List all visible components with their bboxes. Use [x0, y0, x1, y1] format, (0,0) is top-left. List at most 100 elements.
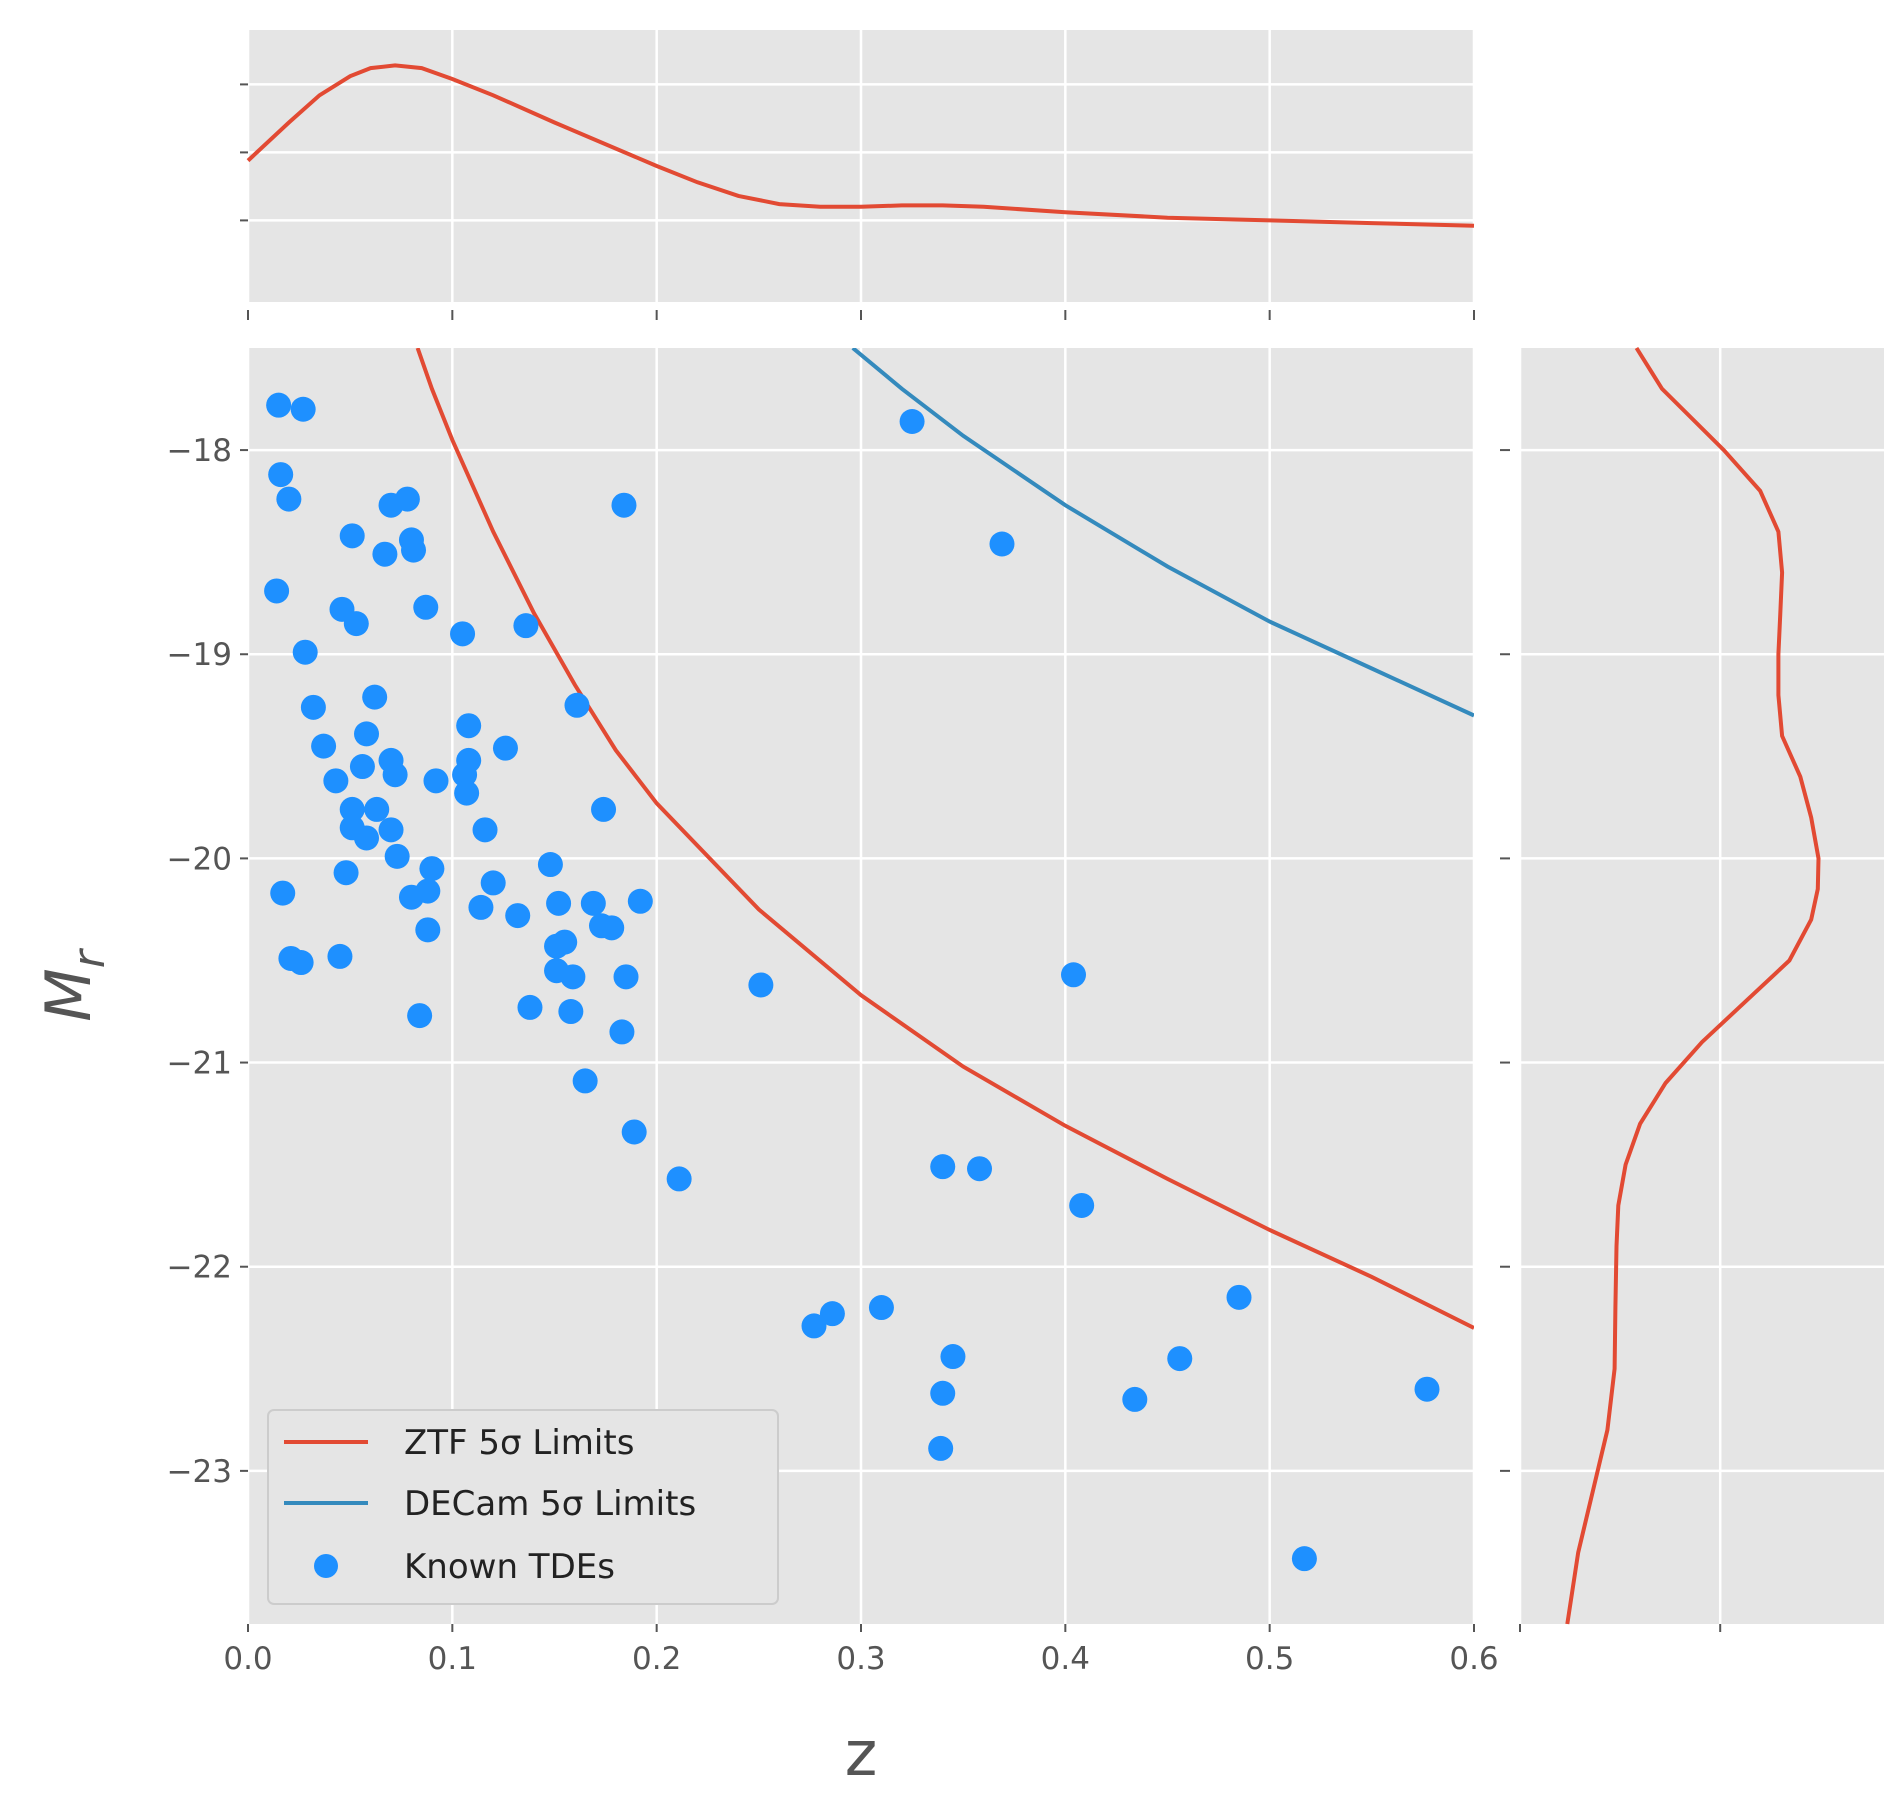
tde-point: [423, 768, 449, 794]
tde-point: [627, 888, 653, 914]
tde-point: [454, 780, 480, 806]
right-marginal-ticks: [1500, 449, 1722, 1632]
legend-decam-label: DECam 5σ Limits: [404, 1484, 696, 1524]
top-marginal-panel: [240, 30, 1476, 320]
tde-point: [415, 917, 441, 943]
tde-point: [967, 1156, 993, 1182]
tde-point: [480, 870, 506, 896]
tde-point: [333, 860, 359, 886]
tde-point: [290, 396, 316, 422]
main-ticks: [240, 449, 1475, 1632]
tde-point: [323, 768, 349, 794]
tde-point: [611, 492, 637, 518]
tde-point: [572, 1068, 598, 1094]
tde-point: [989, 531, 1015, 557]
x-tick-label: 0.3: [836, 1641, 885, 1677]
ztf-limit-line: [415, 348, 1474, 1330]
tde-point: [564, 692, 590, 718]
tde-point: [468, 894, 494, 920]
tde-point: [384, 843, 410, 869]
tde-point: [378, 817, 404, 843]
tde-point: [364, 796, 390, 822]
tde-point: [558, 999, 584, 1025]
tde-point: [456, 713, 482, 739]
tde-point: [452, 762, 478, 788]
tde-point: [580, 890, 606, 916]
tde-point: [276, 486, 302, 512]
right-marginal-grid: [1518, 348, 1884, 1624]
y-axis-title-subscript: r: [64, 947, 115, 968]
y-tick-label: −18: [167, 433, 232, 469]
tde-point: [801, 1313, 827, 1339]
tde-point: [354, 721, 380, 747]
legend-tde-marker: [314, 1554, 338, 1578]
y-tick-label: −20: [167, 841, 232, 877]
x-tick-label: 0.5: [1245, 1641, 1294, 1677]
tde-point: [266, 392, 292, 418]
tde-point: [268, 462, 294, 488]
tde-scatter-points: [264, 392, 1440, 1572]
tde-point: [609, 1019, 635, 1045]
tde-point: [354, 825, 380, 851]
tde-point: [899, 408, 925, 434]
tde-point: [343, 611, 369, 637]
tde-point: [1414, 1376, 1440, 1402]
tde-point: [300, 694, 326, 720]
y-axis-title-base: M: [32, 968, 105, 1022]
tde-point: [382, 762, 408, 788]
legend: ZTF 5σ Limits DECam 5σ Limits Known TDEs: [267, 1409, 779, 1605]
x-tick-label: 0.1: [428, 1641, 477, 1677]
tde-point: [505, 903, 531, 929]
right-marginal-background: [1520, 348, 1884, 1624]
tde-point: [1061, 962, 1087, 988]
tde-point: [339, 796, 365, 822]
tde-point: [748, 972, 774, 998]
tde-point: [394, 486, 420, 512]
tde-point: [270, 880, 296, 906]
tde-point: [613, 964, 639, 990]
tde-point: [292, 639, 318, 665]
right-marginal-density-curve: [1565, 346, 1821, 1625]
tde-point: [1069, 1192, 1095, 1218]
legend-tde-label: Known TDEs: [404, 1547, 615, 1587]
tde-point: [560, 964, 586, 990]
tde-point: [1167, 1346, 1193, 1372]
tde-point: [621, 1119, 647, 1145]
top-marginal-ticks: [240, 83, 1475, 320]
x-tick-label: 0.4: [1041, 1641, 1090, 1677]
y-tick-label: −23: [167, 1454, 232, 1490]
axis-titles: z Mr: [32, 947, 877, 1790]
tde-point: [1122, 1386, 1148, 1412]
tde-point: [666, 1166, 692, 1192]
tde-point: [311, 733, 337, 759]
tde-point: [419, 856, 445, 882]
tde-point: [930, 1380, 956, 1406]
tde-point: [868, 1295, 894, 1321]
tde-point: [413, 594, 439, 620]
tde-point: [930, 1154, 956, 1180]
x-axis-title: z: [845, 1717, 878, 1790]
top-marginal-density-curve: [246, 63, 1475, 228]
tde-point: [264, 578, 290, 604]
tde-point: [599, 915, 625, 941]
tde-point: [407, 1003, 433, 1029]
x-tick-labels: 0.0 0.1 0.2 0.3 0.4 0.5 0.6: [223, 1641, 1498, 1677]
tde-point: [492, 735, 518, 761]
tde-point: [349, 754, 375, 780]
tde-point: [288, 950, 314, 976]
tde-point: [513, 613, 539, 639]
tde-point: [940, 1344, 966, 1370]
legend-box: [267, 1409, 779, 1605]
tde-point: [339, 523, 365, 549]
tde-point: [362, 684, 388, 710]
tde-point: [372, 541, 398, 567]
tde-point: [546, 890, 572, 916]
tde-point: [544, 933, 570, 959]
tde-point: [450, 621, 476, 647]
x-tick-label: 0.0: [223, 1641, 272, 1677]
x-tick-label: 0.6: [1449, 1641, 1498, 1677]
tde-point: [819, 1301, 845, 1327]
y-tick-label: −22: [167, 1250, 232, 1286]
tde-point: [537, 852, 563, 878]
